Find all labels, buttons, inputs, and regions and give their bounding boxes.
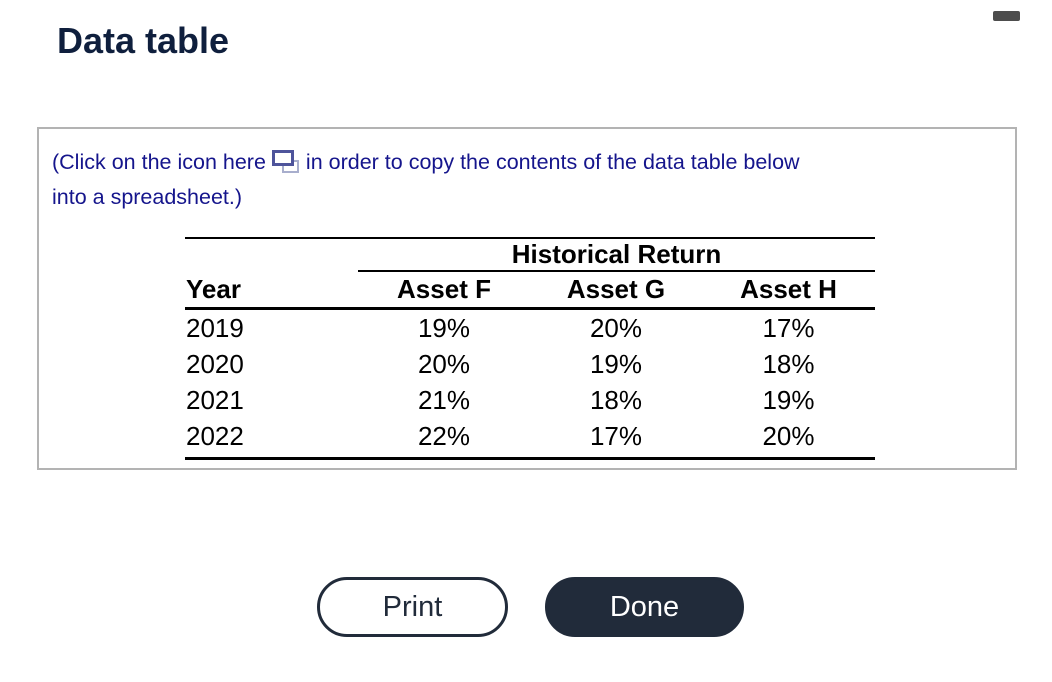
- copy-to-spreadsheet-icon[interactable]: [271, 149, 299, 173]
- table-spanning-header-row: Historical Return: [185, 237, 875, 272]
- historical-return-table: Historical Return Year Asset F Asset G A…: [185, 237, 875, 460]
- page-title: Data table: [57, 20, 230, 61]
- column-header-asset-h: Asset H: [740, 273, 837, 304]
- column-header-asset-f: Asset F: [397, 273, 491, 304]
- table-row: 2022 22% 17% 20%: [185, 418, 875, 454]
- table-cell: 20%: [762, 420, 815, 451]
- table-body: 2019 19% 20% 17% 2020 20% 19% 18% 2021 2…: [185, 310, 875, 460]
- instruction-part2: in order to copy the contents of the dat…: [305, 150, 800, 174]
- table-cell: 19%: [417, 312, 471, 343]
- table-cell: 20%: [417, 348, 471, 379]
- data-table-panel: (Click on the icon here in order to copy …: [37, 127, 1017, 470]
- table-cell: 18%: [589, 384, 643, 415]
- table-cell: 19%: [589, 348, 643, 379]
- table-cell: 22%: [417, 420, 471, 451]
- instruction-part3: into a spreadsheet.): [52, 185, 243, 209]
- copy-icon-front-rect: [271, 150, 294, 166]
- column-header-asset-g: Asset G: [566, 273, 666, 304]
- dialog-buttons: Print Done: [0, 577, 1052, 637]
- table-cell: 21%: [417, 384, 471, 415]
- table-cell: 2020: [186, 348, 244, 379]
- table-cell: 17%: [589, 420, 643, 451]
- table-row: 2021 21% 18% 19%: [185, 382, 875, 418]
- table-cell: 17%: [762, 312, 815, 343]
- print-button[interactable]: Print: [317, 577, 508, 637]
- table-row: 2020 20% 19% 18%: [185, 346, 875, 382]
- spanning-header-historical-return: Historical Return: [358, 239, 875, 272]
- scrollbar-thumb[interactable]: [993, 11, 1020, 21]
- table-cell: 20%: [589, 312, 643, 343]
- table-cell: 19%: [762, 384, 815, 415]
- done-button[interactable]: Done: [545, 577, 744, 637]
- table-cell: 2019: [186, 312, 244, 343]
- table-cell: 2021: [186, 384, 244, 415]
- instruction-text: (Click on the icon here in order to copy …: [52, 145, 800, 215]
- table-cell: 18%: [762, 348, 815, 379]
- instruction-part1: (Click on the icon here: [52, 150, 266, 174]
- table-row: 2019 19% 20% 17%: [185, 310, 875, 346]
- column-header-year: Year: [186, 273, 241, 304]
- table-header-row: Year Asset F Asset G Asset H: [185, 271, 875, 310]
- table-cell: 2022: [186, 420, 244, 451]
